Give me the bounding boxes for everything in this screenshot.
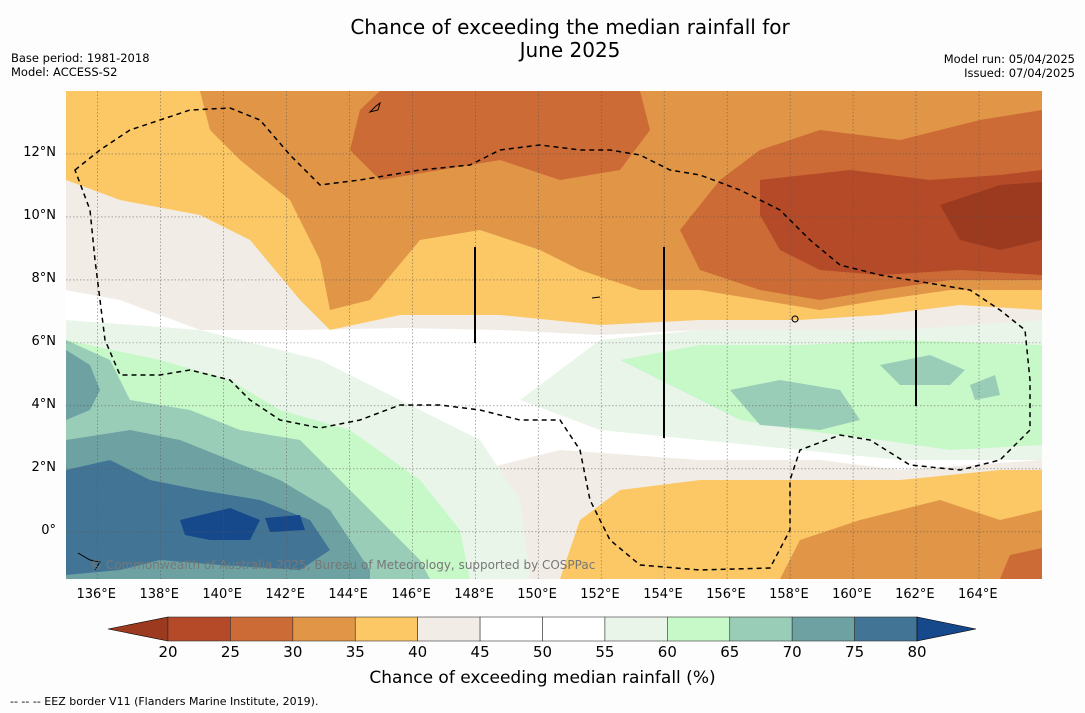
zone-70-75-east <box>730 355 1000 430</box>
lon-tick-label: 136°E <box>76 587 116 602</box>
copyright-credit: © Commonwealth of Australia 2025, Bureau… <box>90 558 596 572</box>
colorbar-swatch <box>479 616 543 642</box>
colorbar-extend-high <box>916 616 977 642</box>
lat-tick-label: 6°N <box>31 333 57 349</box>
lon-tick-label: 142°E <box>265 587 305 602</box>
colorbar-extend-low <box>107 616 169 642</box>
colorbar-title: Chance of exceeding median rainfall (%) <box>369 668 716 688</box>
colorbar-swatch <box>542 616 606 642</box>
graticule <box>66 91 1042 579</box>
colorbar-swatch <box>417 616 481 642</box>
lat-tick-label: 2°N <box>31 459 57 475</box>
colorbar-tick-label: 25 <box>220 643 240 661</box>
map-title-line1: Chance of exceeding the median rainfall … <box>350 15 790 39</box>
colorbar-tick-label: 50 <box>532 643 553 661</box>
map-field <box>66 91 1042 579</box>
colorbar-tick-label: 35 <box>345 643 365 661</box>
lon-tick-label: 140°E <box>202 587 242 602</box>
lat-tick-label: 12°N <box>23 144 56 160</box>
colorbar-swatch <box>791 616 855 642</box>
lat-tick-label: 4°N <box>31 396 57 412</box>
colorbar-swatch <box>729 616 793 642</box>
colorbar-tick-label: 55 <box>595 643 615 661</box>
map-title-line2: June 2025 <box>519 38 621 62</box>
lon-tick-label: 150°E <box>517 587 557 602</box>
colorbar-tick-label: 70 <box>782 643 802 661</box>
colorbar-tick-label: 75 <box>845 643 865 661</box>
lon-tick-label: 146°E <box>391 587 431 602</box>
lon-tick-label: 158°E <box>769 587 809 602</box>
zone-20-25-north <box>940 182 1042 250</box>
lon-tick-label: 152°E <box>580 587 620 602</box>
colorbar-swatch <box>604 616 668 642</box>
model-run-text: Model run: 05/04/2025 <box>943 52 1075 66</box>
zone-30-35-south <box>1000 548 1042 579</box>
model-text: Model: ACCESS-S2 <box>11 65 118 79</box>
issued-text: Issued: 07/04/2025 <box>964 66 1075 80</box>
eez-legend-note: -- -- -- EEZ border V11 (Flanders Marine… <box>10 695 319 708</box>
zone-85-plus-west <box>180 508 305 540</box>
colorbar-swatch <box>354 616 418 642</box>
colorbar-tick-label: 65 <box>720 643 740 661</box>
colorbar-tick-label: 45 <box>470 643 490 661</box>
colorbar-swatch <box>854 616 918 642</box>
colorbar-tick-label: 20 <box>158 643 178 661</box>
lon-tick-label: 162°E <box>895 587 935 602</box>
solid-markers <box>474 247 917 438</box>
lon-tick-label: 138°E <box>139 587 179 602</box>
colorbar-swatch <box>167 616 231 642</box>
colorbar <box>107 616 977 642</box>
zone-35-40-south <box>780 500 1042 579</box>
lat-tick-label: 8°N <box>31 270 57 286</box>
colorbar-swatch <box>292 616 356 642</box>
colorbar-tick-label: 30 <box>283 643 303 661</box>
colorbar-tick-label: 40 <box>408 643 428 661</box>
lon-tick-label: 156°E <box>706 587 746 602</box>
lon-tick-label: 164°E <box>958 587 998 602</box>
colorbar-swatch <box>230 616 294 642</box>
base-period-text: Base period: 1981-2018 <box>11 51 150 65</box>
colorbar-swatch <box>667 616 731 642</box>
lon-tick-label: 148°E <box>454 587 494 602</box>
colorbar-tick-label: 60 <box>657 643 677 661</box>
colorbar-tick-label: 80 <box>907 643 927 661</box>
lon-tick-label: 160°E <box>832 587 872 602</box>
islands <box>77 101 799 571</box>
lat-tick-label: 10°N <box>23 207 56 223</box>
lat-tick-label: 0° <box>41 522 56 538</box>
lon-tick-label: 154°E <box>643 587 683 602</box>
lon-tick-label: 144°E <box>328 587 368 602</box>
